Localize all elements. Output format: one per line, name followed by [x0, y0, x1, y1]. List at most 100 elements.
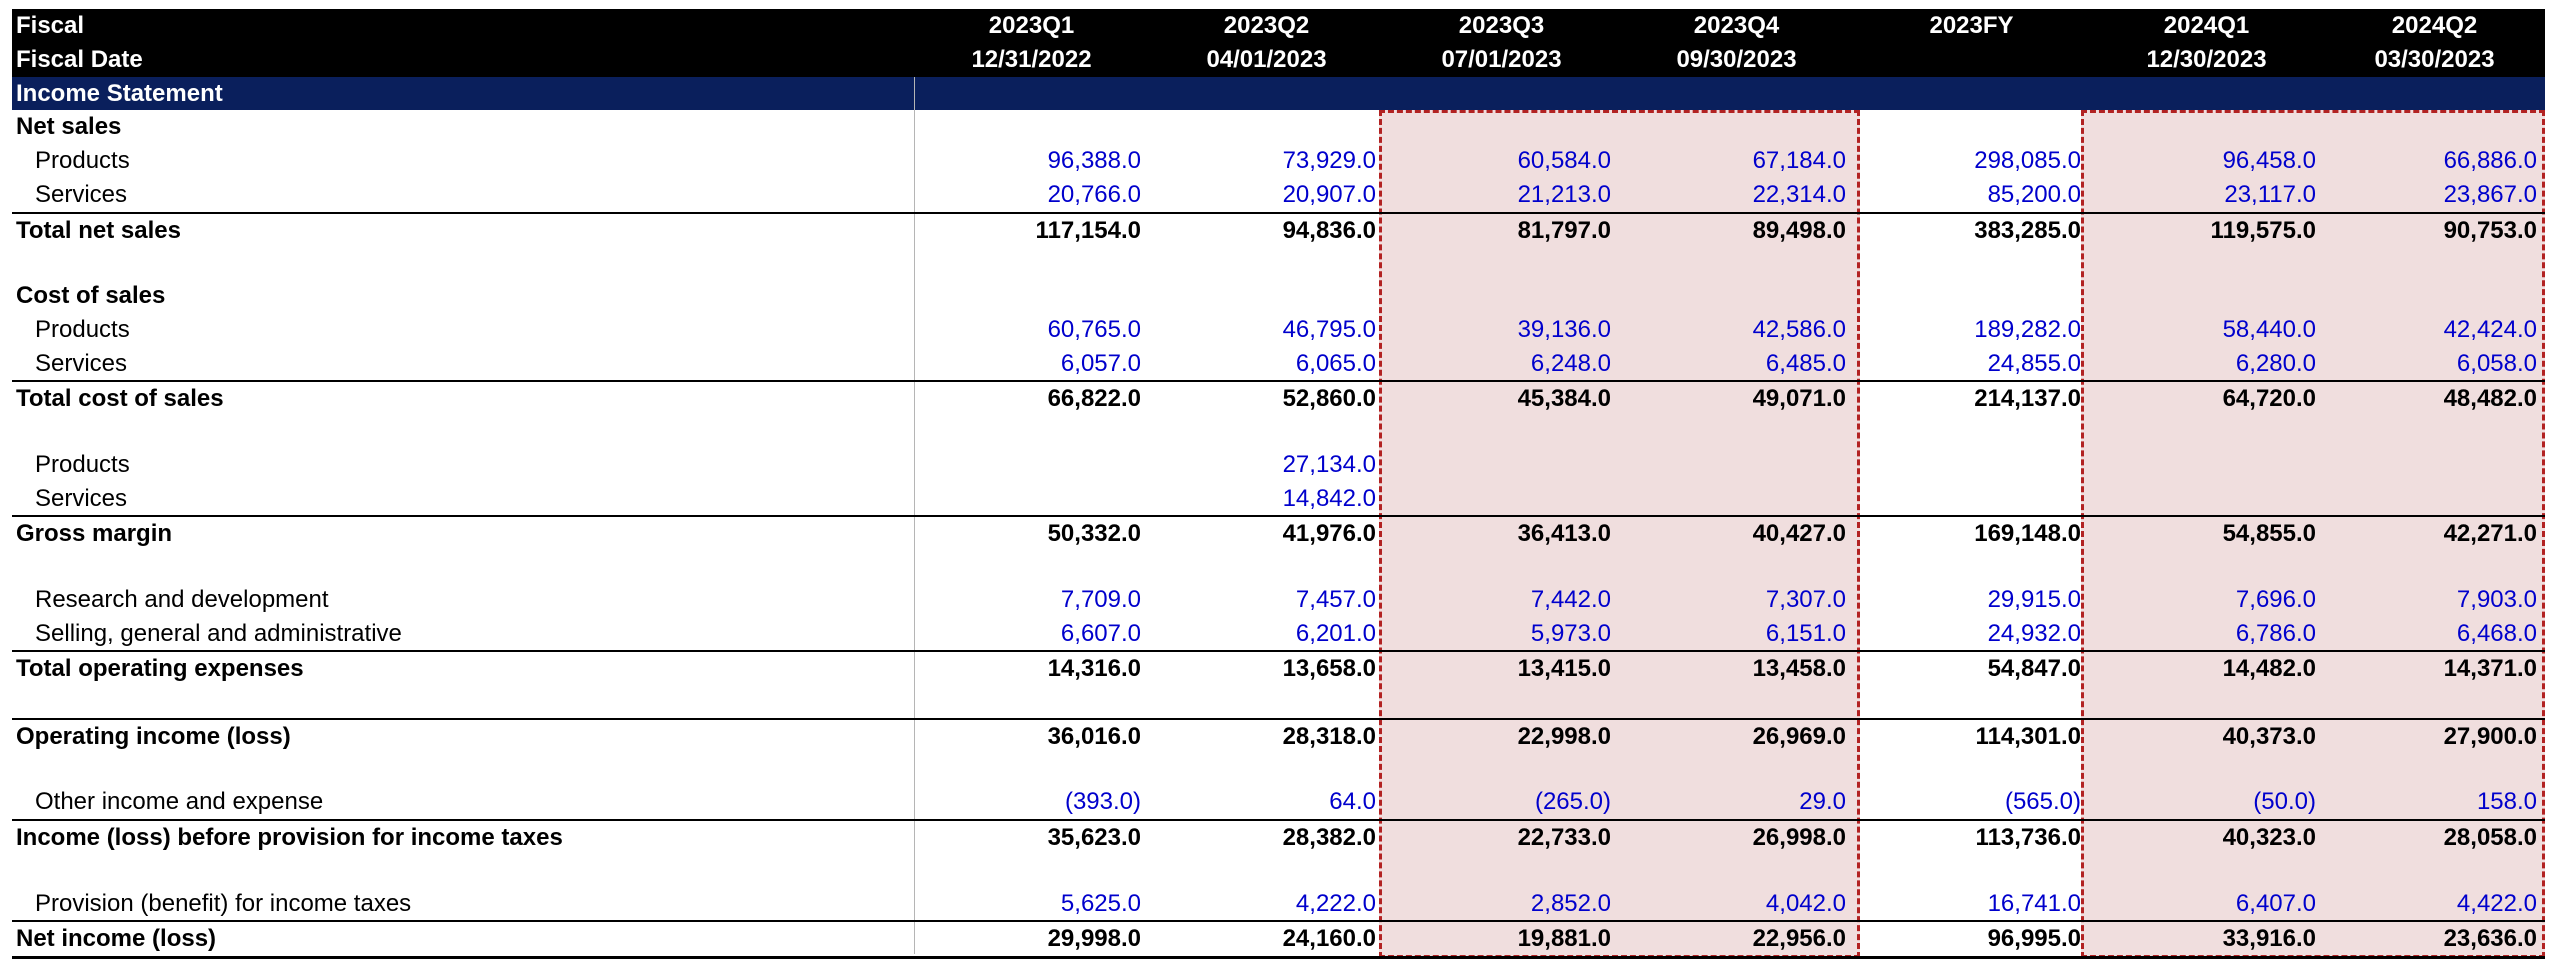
- value-cell[interactable]: 20,907.0: [1282, 180, 1376, 208]
- value-cell[interactable]: [1149, 549, 1384, 583]
- value-cell[interactable]: 41,976.0: [1282, 520, 1376, 548]
- value-cell[interactable]: [1619, 448, 1854, 482]
- value-cell[interactable]: 16,741.0: [1987, 889, 2081, 917]
- value-cell[interactable]: [2089, 245, 2324, 279]
- value-cell[interactable]: [2089, 549, 2324, 583]
- value-cell[interactable]: 214,137.0: [1974, 385, 2081, 413]
- value-cell[interactable]: 13,415.0: [1517, 655, 1611, 683]
- value-cell[interactable]: 189,282.0: [1974, 315, 2081, 343]
- value-cell[interactable]: [1854, 752, 2089, 786]
- value-cell[interactable]: 64,720.0: [2222, 385, 2316, 413]
- value-cell[interactable]: 7,442.0: [1530, 585, 1611, 613]
- value-cell[interactable]: 90,753.0: [2443, 216, 2537, 244]
- value-cell[interactable]: 6,201.0: [1295, 619, 1376, 647]
- value-cell[interactable]: 85,200.0: [1987, 180, 2081, 208]
- value-cell[interactable]: 52,860.0: [1282, 385, 1376, 413]
- value-cell[interactable]: 24,160.0: [1282, 925, 1376, 953]
- value-cell[interactable]: 169,148.0: [1974, 520, 2081, 548]
- value-cell[interactable]: 298,085.0: [1974, 147, 2081, 174]
- value-cell[interactable]: [1384, 279, 1619, 313]
- value-cell[interactable]: 23,636.0: [2443, 925, 2537, 953]
- value-cell[interactable]: [1854, 245, 2089, 279]
- value-cell[interactable]: [1619, 482, 1854, 516]
- value-cell[interactable]: 113,736.0: [1975, 824, 2081, 851]
- value-cell[interactable]: 27,900.0: [2443, 722, 2537, 750]
- value-cell[interactable]: [1149, 752, 1384, 786]
- value-cell[interactable]: [1149, 684, 1384, 718]
- value-cell[interactable]: 7,696.0: [2235, 585, 2316, 613]
- value-cell[interactable]: 42,271.0: [2443, 520, 2537, 548]
- value-cell[interactable]: [914, 279, 1149, 313]
- value-cell[interactable]: 45,384.0: [1517, 385, 1611, 413]
- value-cell[interactable]: 40,427.0: [1752, 520, 1846, 548]
- value-cell[interactable]: 54,847.0: [1987, 655, 2081, 683]
- value-cell[interactable]: 73,929.0: [1282, 147, 1376, 174]
- value-cell[interactable]: 28,382.0: [1282, 824, 1376, 851]
- value-cell[interactable]: [1384, 448, 1619, 482]
- value-cell[interactable]: 39,136.0: [1517, 315, 1611, 343]
- value-cell[interactable]: 22,998.0: [1517, 722, 1611, 750]
- value-cell[interactable]: [2089, 279, 2324, 313]
- value-cell[interactable]: 6,151.0: [1765, 619, 1846, 647]
- value-cell[interactable]: [1149, 110, 1384, 144]
- value-cell[interactable]: 49,071.0: [1752, 385, 1846, 413]
- value-cell[interactable]: [2089, 752, 2324, 786]
- value-cell[interactable]: 4,422.0: [2456, 889, 2537, 917]
- value-cell[interactable]: [1384, 853, 1619, 887]
- value-cell[interactable]: 6,280.0: [2235, 349, 2316, 377]
- value-cell[interactable]: 6,057.0: [1060, 349, 1141, 377]
- value-cell[interactable]: [1384, 752, 1619, 786]
- value-cell[interactable]: 6,248.0: [1530, 349, 1611, 377]
- value-cell[interactable]: 28,058.0: [2443, 824, 2537, 851]
- value-cell[interactable]: [914, 245, 1149, 279]
- value-cell[interactable]: 36,016.0: [1047, 722, 1141, 750]
- value-cell[interactable]: [1149, 245, 1384, 279]
- value-cell[interactable]: 67,184.0: [1752, 147, 1846, 174]
- value-cell[interactable]: 4,042.0: [1765, 889, 1846, 917]
- value-cell[interactable]: 2,852.0: [1530, 889, 1611, 917]
- value-cell[interactable]: [1384, 684, 1619, 718]
- value-cell[interactable]: 81,797.0: [1517, 216, 1611, 244]
- value-cell[interactable]: 40,323.0: [2222, 824, 2316, 851]
- value-cell[interactable]: 14,316.0: [1047, 655, 1141, 683]
- value-cell[interactable]: [1854, 414, 2089, 448]
- value-cell[interactable]: 22,733.0: [1517, 824, 1611, 851]
- value-cell[interactable]: 26,998.0: [1752, 824, 1846, 851]
- value-cell[interactable]: (265.0): [1534, 788, 1611, 816]
- value-cell[interactable]: [1619, 684, 1854, 718]
- value-cell[interactable]: 119,575.0: [2210, 216, 2316, 244]
- value-cell[interactable]: 7,709.0: [1060, 585, 1141, 613]
- value-cell[interactable]: 64.0: [1329, 788, 1376, 816]
- value-cell[interactable]: 89,498.0: [1752, 216, 1846, 244]
- value-cell[interactable]: 23,117.0: [2224, 180, 2316, 208]
- value-cell[interactable]: [2089, 853, 2324, 887]
- value-cell[interactable]: 6,607.0: [1060, 619, 1141, 647]
- value-cell[interactable]: 14,842.0: [1282, 484, 1376, 512]
- value-cell[interactable]: [2089, 684, 2324, 718]
- value-cell[interactable]: 94,836.0: [1282, 216, 1376, 244]
- value-cell[interactable]: [1854, 549, 2089, 583]
- value-cell[interactable]: 14,371.0: [2443, 655, 2537, 683]
- value-cell[interactable]: [1619, 752, 1854, 786]
- value-cell[interactable]: 20,766.0: [1047, 180, 1141, 208]
- value-cell[interactable]: 66,822.0: [1047, 385, 1141, 413]
- value-cell[interactable]: [2324, 684, 2545, 718]
- value-cell[interactable]: [2089, 414, 2324, 448]
- value-cell[interactable]: 158.0: [2476, 788, 2537, 816]
- value-cell[interactable]: 21,213.0: [1517, 180, 1611, 208]
- value-cell[interactable]: [1384, 482, 1619, 516]
- value-cell[interactable]: 383,285.0: [1974, 216, 2081, 244]
- value-cell[interactable]: [1854, 853, 2089, 887]
- value-cell[interactable]: 6,485.0: [1765, 349, 1846, 377]
- value-cell[interactable]: 42,424.0: [2443, 315, 2537, 343]
- value-cell[interactable]: [1854, 482, 2089, 516]
- value-cell[interactable]: [1149, 279, 1384, 313]
- value-cell[interactable]: [914, 110, 1149, 144]
- value-cell[interactable]: 6,407.0: [2235, 889, 2316, 917]
- value-cell[interactable]: 22,956.0: [1752, 925, 1846, 953]
- value-cell[interactable]: [1619, 853, 1854, 887]
- value-cell[interactable]: 50,332.0: [1047, 520, 1141, 548]
- value-cell[interactable]: [1149, 853, 1384, 887]
- value-cell[interactable]: [1149, 414, 1384, 448]
- value-cell[interactable]: [1854, 684, 2089, 718]
